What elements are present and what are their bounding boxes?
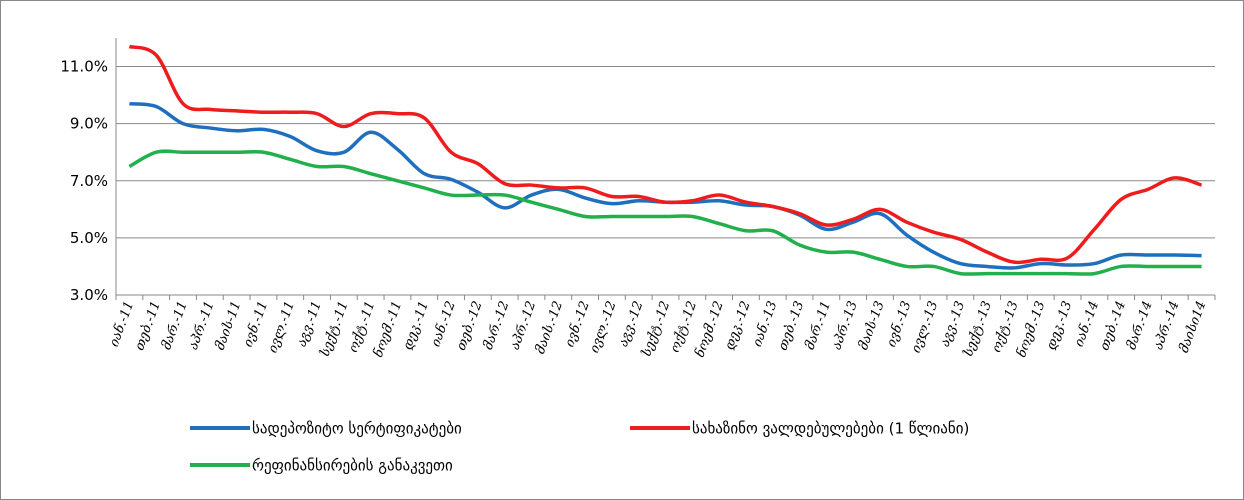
y-tick-label: 11.0% (60, 58, 108, 76)
legend-label: სადეპოზიტო სერტიფიკატები (252, 420, 462, 438)
series-line (128, 44, 1203, 265)
y-tick-label: 7.0% (70, 172, 108, 190)
y-tick-label: 5.0% (70, 229, 108, 247)
y-tick-label: 9.0% (70, 115, 108, 133)
legend-label: სახაზინო ვალდებულებები (1 წლიანი) (692, 420, 969, 438)
series-line (128, 149, 1202, 276)
y-tick-label: 3.0% (70, 286, 108, 304)
legend-label: რეფინანსირების განაკვეთი (252, 457, 453, 475)
